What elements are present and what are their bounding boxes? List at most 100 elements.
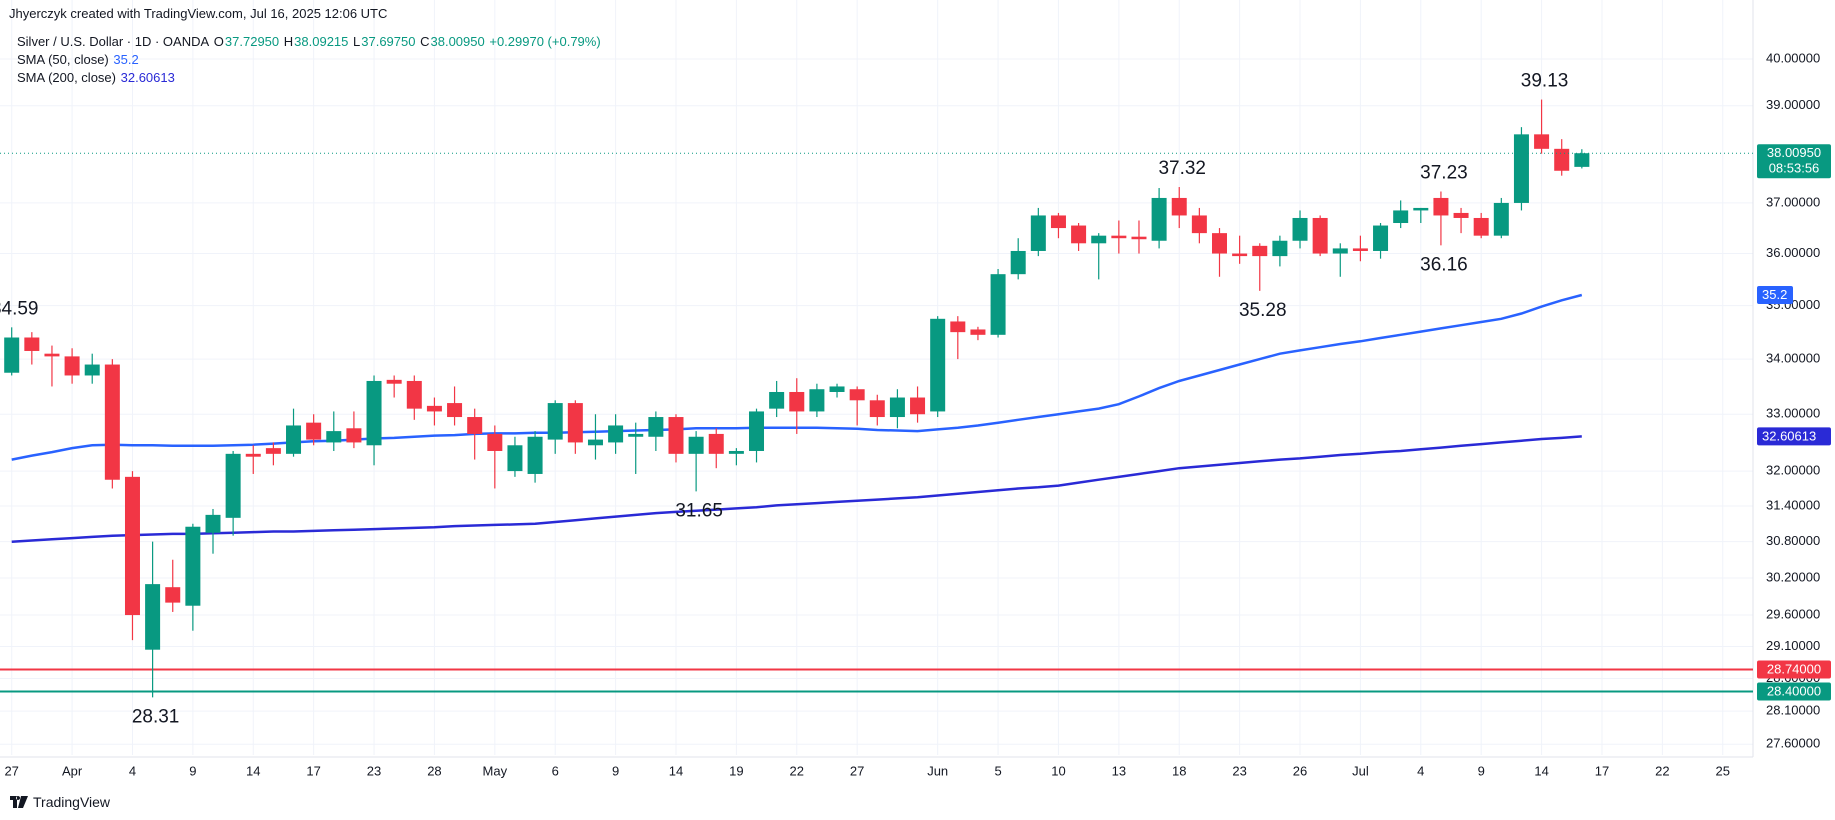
candle-body [648, 417, 664, 437]
candle-body [688, 436, 704, 454]
candle-body [1232, 253, 1248, 257]
y-tick-label: 31.40000 [1766, 497, 1820, 512]
y-tick-label: 36.00000 [1766, 245, 1820, 260]
candle-body [1030, 215, 1046, 251]
candle-body [809, 389, 825, 412]
candle-body [447, 403, 463, 418]
candle-body [547, 403, 563, 440]
candle-body [104, 364, 120, 480]
candle-body [1272, 240, 1288, 257]
x-tick-label: May [483, 763, 508, 778]
candle-body [970, 329, 986, 335]
price-annotation: 37.32 [1158, 158, 1206, 179]
y-tick-label: 29.10000 [1766, 638, 1820, 653]
candle-body [1010, 250, 1026, 275]
price-label: 38.00950 [1767, 145, 1821, 160]
ohlc-value: 37.69750 [361, 34, 416, 49]
x-tick-label: Jul [1352, 763, 1369, 778]
candle-body [889, 397, 905, 418]
x-tick-label: 4 [129, 763, 136, 778]
candle-body [829, 386, 845, 392]
x-tick-label: 19 [729, 763, 743, 778]
candle-body [527, 436, 543, 474]
x-tick-label: 6 [552, 763, 559, 778]
candle-body [1433, 197, 1449, 216]
candle-body [245, 453, 261, 457]
ohlc-value: 38.00950 [430, 34, 485, 49]
candle-body [1212, 233, 1227, 254]
price-box [1757, 144, 1831, 179]
candle-body [44, 353, 60, 357]
y-tick-label: 30.80000 [1766, 533, 1820, 548]
x-tick-label: 17 [306, 763, 320, 778]
x-tick-label: 10 [1051, 763, 1065, 778]
x-tick-label: Apr [62, 763, 83, 778]
y-tick-label: 28.10000 [1766, 703, 1820, 718]
candle-body [1111, 235, 1127, 239]
candle-body [1473, 217, 1489, 236]
candle-body [567, 403, 583, 443]
candle-body [467, 417, 483, 434]
y-tick-label: 37.00000 [1766, 194, 1820, 209]
candle-body [749, 411, 765, 451]
x-tick-label: 23 [367, 763, 381, 778]
candle-body [1393, 210, 1409, 224]
x-tick-label: 14 [669, 763, 683, 778]
candle-body [728, 450, 744, 454]
x-tick-label: 27 [850, 763, 864, 778]
candle-body [1453, 212, 1469, 218]
candle-body [1151, 197, 1167, 241]
candle-body [587, 439, 603, 446]
candle-body [1373, 225, 1389, 251]
series-name: SMA (50, close) [17, 52, 109, 67]
candle-body [346, 428, 362, 443]
candle-body [990, 274, 1006, 335]
legend-symbol-row: Silver / U.S. Dollar · 1D · OANDA O37.72… [17, 33, 602, 51]
candle-body [24, 337, 40, 351]
y-tick-label: 30.20000 [1766, 569, 1820, 584]
ohlc-value: 38.09215 [294, 34, 349, 49]
level-box [1757, 660, 1831, 679]
candle-body [1292, 217, 1308, 241]
candle-body [1091, 235, 1107, 244]
candle-body [326, 431, 342, 443]
ohlc-key: L [353, 34, 361, 49]
series-value: 35.2 [113, 52, 139, 67]
candle-body [1252, 245, 1268, 257]
candle-body [185, 526, 201, 606]
candle-body [507, 445, 523, 472]
price-annotation: 39.13 [1521, 71, 1569, 92]
candle-body [1413, 207, 1429, 211]
candle-body [1493, 202, 1509, 236]
sma-box [1757, 427, 1831, 446]
x-tick-label: 22 [790, 763, 804, 778]
candle-body [789, 391, 805, 412]
x-tick-label: 17 [1595, 763, 1609, 778]
brand-text: TradingView [33, 794, 111, 810]
candle-body [366, 380, 382, 446]
candle-body [1171, 197, 1187, 216]
candle-body [84, 364, 100, 376]
candle-body [487, 433, 503, 451]
candle-body [1071, 225, 1087, 244]
candle-body [4, 337, 20, 373]
candle-body [286, 425, 302, 454]
x-tick-label: 18 [1172, 763, 1186, 778]
sma-box [1757, 286, 1793, 305]
candle-body [225, 453, 241, 518]
y-tick-label: 39.00000 [1766, 97, 1820, 112]
y-tick-label: 40.00000 [1766, 50, 1820, 65]
x-tick-label: 22 [1655, 763, 1669, 778]
series-name: SMA (200, close) [17, 70, 116, 85]
candle-body [1513, 134, 1529, 203]
y-tick-label: 29.60000 [1766, 606, 1820, 621]
candle-body [386, 379, 402, 384]
price-annotation: 36.16 [1420, 254, 1468, 275]
candle-body [668, 417, 684, 454]
candle-body [628, 433, 644, 437]
candle-body [608, 425, 624, 443]
candle-body [1191, 215, 1207, 234]
countdown-label: 08:53:56 [1769, 161, 1820, 176]
